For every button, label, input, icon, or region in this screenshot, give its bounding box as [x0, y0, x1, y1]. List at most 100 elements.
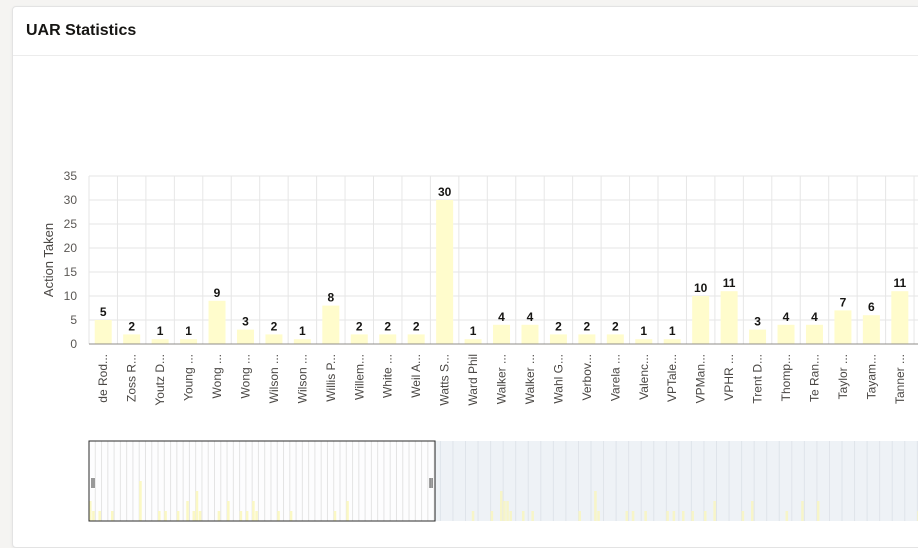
bar[interactable]: [123, 334, 141, 344]
overview-bar: [741, 511, 745, 521]
category-label: Wong ...: [238, 354, 252, 398]
y-tick-label: 20: [64, 241, 78, 255]
bar[interactable]: [749, 329, 767, 344]
overview-bar: [666, 511, 669, 521]
category-label: Ward Phil: [466, 354, 480, 406]
category-label: Tanner ...: [893, 354, 907, 404]
panel-title: UAR Statistics: [26, 22, 137, 39]
overview-bar: [158, 511, 161, 521]
y-tick-label: 5: [70, 313, 77, 327]
bar[interactable]: [578, 334, 596, 344]
overview-bar: [578, 511, 581, 521]
data-label: 10: [694, 281, 708, 295]
overview-bar: [277, 511, 280, 521]
bar[interactable]: [94, 320, 112, 344]
bar[interactable]: [407, 334, 425, 344]
data-label: 2: [271, 319, 278, 333]
category-label: Taylor ...: [836, 354, 850, 399]
overview-bar: [691, 511, 694, 521]
overview-bar: [176, 511, 180, 521]
bar[interactable]: [606, 334, 624, 344]
overview-bar: [681, 511, 685, 521]
category-label: Walker ...: [495, 354, 509, 404]
data-label: 5: [100, 305, 107, 319]
category-label: Willis P...: [324, 354, 338, 402]
bar[interactable]: [322, 305, 340, 344]
category-label: White ...: [381, 354, 395, 398]
overview-bar: [594, 491, 597, 521]
bar[interactable]: [521, 324, 539, 344]
category-label: Wilson ...: [267, 354, 281, 403]
data-label: 2: [612, 319, 619, 333]
data-label: 2: [128, 319, 135, 333]
uar-statistics-panel: UAR Statistics 0 5 10 15 20 25 30 35 5 de Rod... 2…: [12, 6, 918, 548]
bar[interactable]: [208, 300, 226, 344]
data-label: 4: [811, 310, 818, 324]
data-label: 1: [470, 324, 477, 338]
data-label: 6: [868, 300, 875, 314]
bar[interactable]: [891, 291, 909, 344]
bar[interactable]: [663, 339, 681, 344]
data-label: 1: [669, 324, 676, 338]
overview-bar: [631, 511, 635, 521]
bar[interactable]: [549, 334, 567, 344]
overview-bar: [531, 511, 534, 521]
bar[interactable]: [180, 339, 198, 344]
bar[interactable]: [720, 291, 738, 344]
overview-bar: [503, 501, 506, 521]
bar[interactable]: [805, 324, 823, 344]
bar[interactable]: [436, 200, 454, 344]
overview-bar: [217, 511, 221, 521]
category-label: VPTale...: [665, 354, 679, 402]
overview-bar: [239, 511, 243, 521]
panel-header: UAR Statistics: [13, 7, 918, 56]
overview-bar: [333, 511, 337, 521]
y-tick-label: 0: [70, 337, 77, 351]
overview-bar: [751, 501, 754, 521]
data-label: 2: [356, 319, 363, 333]
y-tick-label: 30: [64, 193, 78, 207]
overview-bar: [252, 501, 255, 521]
bar[interactable]: [350, 334, 368, 344]
category-label: Willem...: [352, 354, 366, 400]
overview-bar: [801, 501, 804, 521]
data-label: 2: [555, 319, 562, 333]
bar[interactable]: [379, 334, 397, 344]
overview-bar: [672, 511, 676, 521]
bar[interactable]: [236, 329, 254, 344]
data-label: 2: [413, 319, 420, 333]
overview-bar: [509, 511, 512, 521]
category-label: de Rod...: [96, 354, 110, 403]
data-label: 1: [299, 324, 306, 338]
data-label: 1: [157, 324, 164, 338]
overview-resize-handle[interactable]: [91, 477, 95, 489]
data-label: 30: [438, 185, 452, 199]
data-label: 11: [723, 276, 736, 290]
category-label: Valenc...: [637, 354, 651, 400]
bar[interactable]: [834, 310, 852, 344]
overview-bar: [92, 511, 95, 521]
data-label: 7: [840, 295, 847, 309]
y-axis-title: Action Taken: [41, 223, 56, 297]
bar[interactable]: [293, 339, 311, 344]
bar[interactable]: [464, 339, 482, 344]
y-tick-label: 35: [64, 169, 78, 183]
overview-bar: [703, 511, 707, 521]
overview-bar: [506, 501, 509, 521]
overview-bar: [521, 511, 525, 521]
bar[interactable]: [692, 296, 710, 344]
bar[interactable]: [635, 339, 653, 344]
bar[interactable]: [151, 339, 169, 344]
bar[interactable]: [862, 315, 880, 344]
category-label: Zoss R...: [125, 354, 139, 402]
data-label: 11: [893, 276, 906, 290]
bar[interactable]: [493, 324, 511, 344]
overview-bar: [195, 491, 199, 521]
overview-resize-handle[interactable]: [429, 477, 434, 489]
overview-bar: [192, 511, 196, 521]
bar[interactable]: [265, 334, 283, 344]
overview-bar: [597, 511, 600, 521]
bar[interactable]: [777, 324, 795, 344]
data-label: 1: [185, 324, 192, 338]
data-label: 4: [498, 310, 505, 324]
